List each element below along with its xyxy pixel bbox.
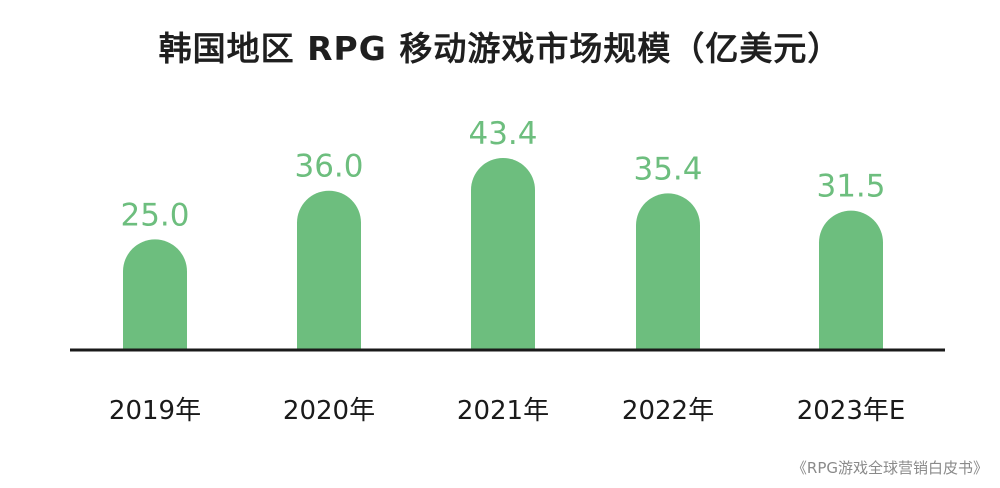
bar-1 [297, 190, 361, 350]
category-label-0: 2019年 [109, 396, 201, 426]
bar-4 [819, 210, 883, 350]
value-label-4: 31.5 [816, 169, 885, 205]
value-label-0: 25.0 [120, 197, 189, 233]
category-label-3: 2022年 [622, 396, 714, 426]
category-label-1: 2020年 [283, 396, 375, 426]
category-label-4: 2023年E [797, 396, 906, 426]
value-label-3: 35.4 [633, 151, 702, 187]
chart-title: 韩国地区 RPG 移动游戏市场规模（亿美元） [158, 29, 842, 68]
bars-layer [123, 158, 883, 350]
bar-2 [471, 158, 535, 350]
bar-3 [636, 193, 700, 350]
value-labels-layer: 25.0 36.0 43.4 35.4 31.5 [120, 116, 885, 233]
value-label-2: 43.4 [468, 116, 537, 152]
category-labels-layer: 2019年 2020年 2021年 2022年 2023年E [109, 396, 905, 426]
category-label-2: 2021年 [457, 396, 549, 426]
value-label-1: 36.0 [294, 149, 363, 185]
source-note: 《RPG游戏全球营销白皮书》 [791, 459, 988, 477]
bar-0 [123, 239, 187, 350]
